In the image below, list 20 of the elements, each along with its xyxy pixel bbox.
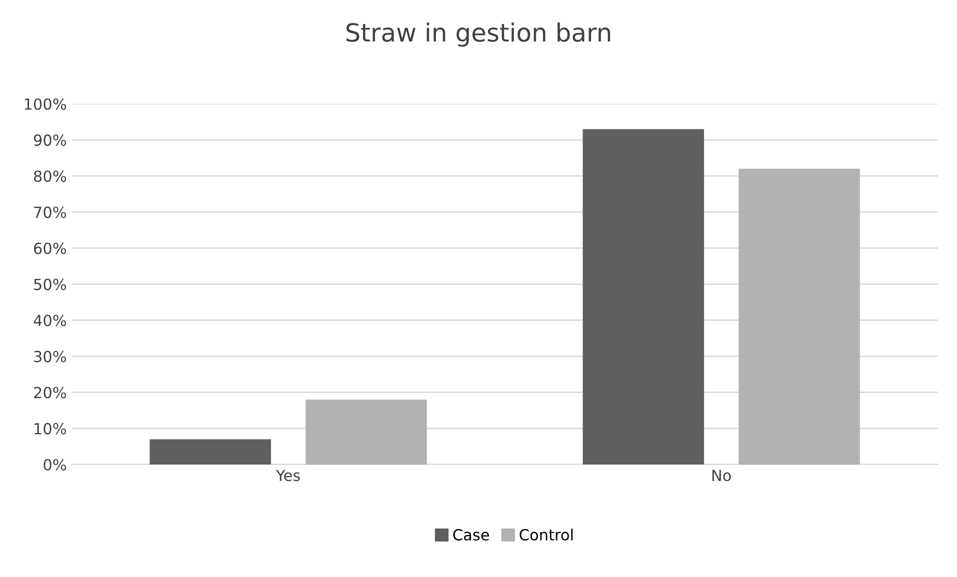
- y-tick-label: 90%: [34, 134, 66, 146]
- y-tick-label: 60%: [34, 242, 66, 254]
- x-tick-label: No: [712, 470, 731, 482]
- x-tick-label: Yes: [276, 470, 300, 482]
- y-tick-label: 0%: [44, 458, 66, 471]
- bar: [306, 400, 427, 464]
- y-tick-label: 10%: [34, 422, 66, 434]
- y-tick-label: 40%: [34, 314, 66, 326]
- bar: [150, 439, 271, 464]
- bar: [582, 129, 704, 464]
- legend-label: Case: [453, 528, 489, 541]
- legend-label: Control: [520, 528, 573, 541]
- y-tick-label: 30%: [34, 350, 66, 362]
- y-tick-label: 20%: [34, 386, 66, 398]
- y-tick-label: 100%: [24, 98, 66, 110]
- chart-title: Straw in gestion barn: [346, 22, 610, 47]
- y-tick-label: 70%: [34, 206, 66, 218]
- bar: [738, 168, 860, 464]
- y-tick-label: 80%: [34, 170, 66, 182]
- y-tick-label: 50%: [34, 278, 66, 290]
